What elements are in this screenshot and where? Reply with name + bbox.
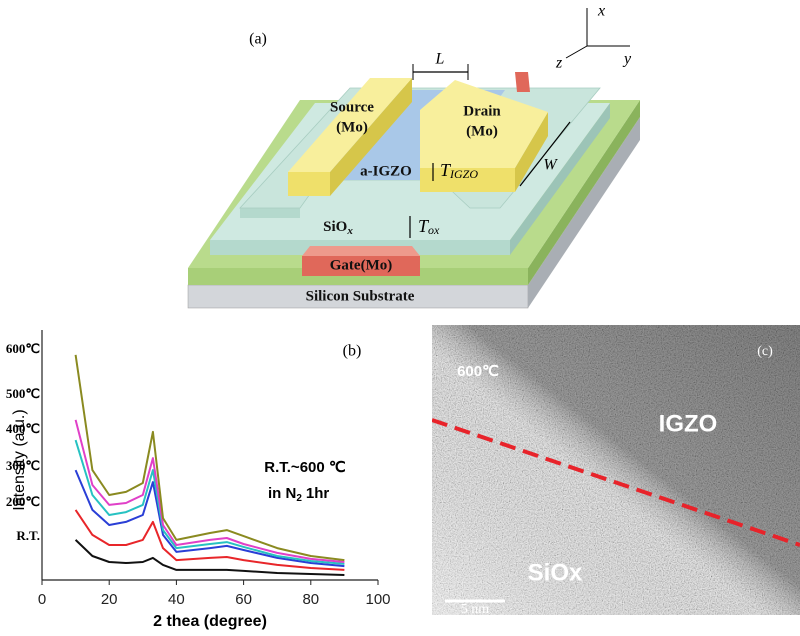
x-tick-label: 40	[168, 591, 185, 608]
x-tick-label: 100	[365, 591, 390, 608]
series-label: 500℃	[6, 386, 40, 401]
source-label: Source	[330, 99, 374, 115]
gate-back	[515, 72, 530, 92]
source-label: (Mo)	[336, 119, 368, 135]
source-front	[288, 172, 330, 196]
panel-label: (a)	[249, 31, 267, 48]
length-label: L	[435, 51, 445, 68]
x-axis-label: 2 thea (degree)	[153, 613, 267, 630]
series-label: R.T.	[16, 528, 40, 543]
series-label: 400℃	[6, 421, 40, 436]
x-tick-label: 0	[38, 591, 46, 608]
x-tick-label: 60	[235, 591, 252, 608]
device-diagram: x y z (a) L W Source (Mo) Drain (Mo) a-I…	[188, 3, 640, 308]
annotation-text: 1hr	[306, 485, 330, 502]
annotation-text: in N	[268, 485, 296, 502]
subscript: ox	[428, 223, 440, 237]
plateau-front	[240, 208, 300, 218]
annotation: in N2 1hr	[268, 485, 329, 504]
xrd-chart: (b) 2 thea (degree) Intensity (a.u.) R.T…	[6, 330, 391, 630]
figure: x y z (a) L W Source (Mo) Drain (Mo) a-I…	[0, 0, 800, 636]
series-label: 200℃	[6, 494, 40, 509]
layer-label: SiOx	[528, 559, 583, 586]
x-tick-label: 80	[302, 591, 319, 608]
series-label: 300℃	[6, 458, 40, 473]
series-line	[76, 420, 345, 562]
axis-label: z	[555, 55, 563, 72]
annotation: R.T.~600 ℃	[264, 459, 346, 476]
subscript: x	[346, 225, 353, 237]
axis-label: y	[622, 51, 632, 68]
symbol: SiO	[323, 219, 347, 235]
series-line	[76, 355, 345, 560]
temperature-label: 600℃	[457, 363, 499, 380]
drain-label: Drain	[463, 103, 501, 119]
annotation-subscript: 2	[296, 493, 302, 504]
subscript: IGZO	[449, 167, 478, 181]
scale-bar-label: 5 nm	[461, 602, 490, 617]
panel-label: (c)	[757, 344, 773, 359]
gate-label: Gate(Mo)	[330, 257, 392, 273]
series-label: 600℃	[6, 341, 40, 356]
x-tick-label: 20	[101, 591, 118, 608]
gate-top	[302, 246, 420, 256]
drain-label: (Mo)	[466, 123, 498, 139]
tem-image: (c) 600℃ IGZO SiOx 5 nm	[432, 325, 800, 617]
channel-label: a-IGZO	[360, 163, 412, 179]
panel-label: (b)	[343, 343, 362, 360]
axis-z-line	[566, 46, 587, 58]
width-label: W	[543, 157, 558, 174]
substrate-label: Silicon Substrate	[306, 288, 415, 304]
series-line	[76, 470, 345, 566]
axis-label: x	[597, 3, 605, 20]
layer-label: IGZO	[659, 410, 718, 437]
